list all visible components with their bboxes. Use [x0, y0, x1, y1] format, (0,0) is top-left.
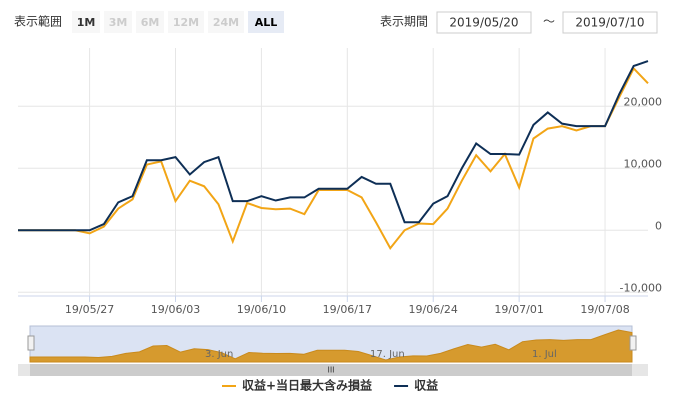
range-button[interactable]: [248, 11, 284, 33]
range-button-label: 24M: [213, 16, 239, 29]
range-button[interactable]: [72, 11, 100, 33]
range-button-label: 1M: [77, 16, 96, 29]
range-button[interactable]: [104, 11, 132, 33]
y-tick-label: 0: [655, 219, 662, 232]
range-button-label: 6M: [141, 16, 160, 29]
y-tick-label: -10,000: [620, 281, 662, 294]
x-tick-label: 19/05/27: [65, 303, 114, 316]
plot-area: [18, 48, 649, 302]
navigator-label: 17. Jun: [370, 349, 405, 360]
navigator-handle[interactable]: [629, 335, 637, 351]
x-tick-label: 19/07/01: [494, 303, 543, 316]
series-line: [18, 66, 649, 251]
scrollbar-thumb[interactable]: [30, 364, 632, 376]
x-tick-label: 19/07/08: [580, 303, 629, 316]
navigator-area: [29, 329, 633, 363]
x-tick-label: 19/06/17: [323, 303, 372, 316]
period-label: 表示期間: [380, 15, 428, 29]
x-tick-label: 19/06/10: [237, 303, 286, 316]
navigator-label: 1. Jul: [532, 349, 557, 360]
date-from: 2019/05/20: [449, 16, 518, 30]
range-button-label: 12M: [173, 16, 199, 29]
scrollbar-grip: III: [327, 366, 334, 375]
legend-label[interactable]: 収益: [414, 378, 438, 393]
date-separator: ～: [543, 15, 555, 29]
navigator-handle[interactable]: [27, 335, 35, 351]
x-tick-label: 19/06/24: [409, 303, 458, 316]
range-button[interactable]: [136, 11, 164, 33]
y-tick-label: 10,000: [624, 157, 663, 170]
series-line: [18, 60, 649, 232]
range-button[interactable]: [168, 11, 204, 33]
y-tick-label: 20,000: [624, 95, 663, 108]
date-input-from[interactable]: [436, 11, 532, 34]
range-button-label: ALL: [255, 16, 278, 29]
range-label: 表示範囲: [14, 14, 62, 29]
navigator-label: 3. Jun: [205, 349, 233, 360]
x-tick-label: 19/06/03: [151, 303, 200, 316]
range-button-label: 3M: [109, 16, 128, 29]
range-button[interactable]: [208, 11, 244, 33]
date-to: 2019/07/10: [575, 16, 644, 30]
legend-label[interactable]: 収益+当日最大含み損益: [242, 378, 372, 393]
date-input-to[interactable]: [562, 11, 658, 34]
